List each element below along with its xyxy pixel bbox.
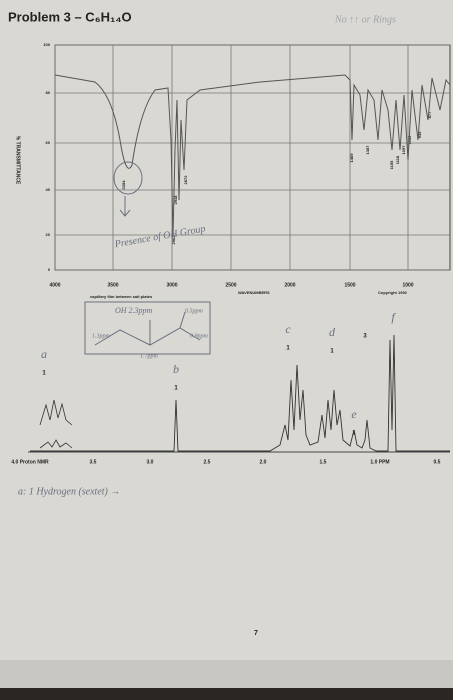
integral: 3 [363,334,367,340]
x-tick-label: 1000 [402,282,413,288]
peak-label: 2872 [183,175,188,185]
paper-edge [0,660,453,688]
circle-mark [113,161,143,195]
peak-letter: a [41,347,47,361]
peak-label: 2918 [173,195,178,205]
x-tick-label: 4.0 Proton NMR [11,459,49,465]
x-tick-label: 1.5 [320,459,327,465]
peak-label: 1387 [365,145,370,155]
peak-letter: d [329,325,336,339]
x-tick-label: 4000 [49,282,60,288]
x-tick-label: 3.5 [90,459,97,465]
copyright: Copyright 1992 [378,290,408,295]
x-tick-label: 2000 [284,282,295,288]
integral: 1 [174,386,178,392]
y-tick-label: 40 [46,187,51,192]
structure: OH 2.3ppm 0.5ppm 1.3ppm 0.9ppm 1.7ppm [84,301,211,359]
title: Problem 3 – C₆H₁₄O [8,9,132,24]
y-tick-label: 20 [46,232,51,237]
y-tick-label: 0 [48,267,51,272]
nmr-small-peak [39,439,73,449]
integral: 1 [42,371,46,377]
sample-note: capillary film between salt plates [90,294,153,299]
x-tick-label: 1.0 PPM [370,459,389,465]
peak-label: 1118 [395,155,400,164]
nmr-spectrum: 4.0 Proton NMR 3.5 3.0 2.5 2.0 1.5 1.0 PPM 0.5 a… [11,310,450,497]
structure-label: 0.9ppm [190,333,209,339]
peak-letter: e [351,407,357,421]
x-axis-label: WAVENUMBERS [238,290,270,295]
structure-label: 1.7ppm [140,353,159,359]
structure-box [84,301,211,355]
skeleton [94,311,201,346]
y-tick-label: 60 [46,140,51,145]
x-tick-label: 1500 [344,282,355,288]
x-tick-label: 3.0 [147,459,154,465]
nmr-inset [39,399,73,426]
peak-label: 1097 [401,145,406,155]
x-tick-label: 2500 [225,282,236,288]
peak-label: 1469 [349,153,354,163]
note: No ↑↑ or Rings [334,14,396,25]
structure-label: 1.3ppm [92,333,111,339]
peak-label: 1155 [389,160,394,169]
y-tick-label: 100 [43,42,50,47]
x-tick-label: 2.5 [204,459,211,465]
x-tick-label: 3500 [107,282,118,288]
structure-label: 0.5ppm [185,308,204,314]
peak-label: 935 [417,131,422,138]
peak-letter: f [391,310,396,324]
answer-line: a: 1 Hydrogen (sextet) → [18,486,120,497]
page-number: 7 [254,630,258,637]
arrow [119,196,131,217]
peak-label: 877 [427,111,432,118]
structure-label: OH 2.3ppm [115,306,153,315]
peak-label: 3354 [121,180,126,190]
x-tick-label: 3000 [166,282,177,288]
peak-letter: c [285,322,291,336]
x-tick-label: 0.5 [434,459,441,465]
peak-letter: b [173,362,179,376]
y-axis-label: % TRANSMITTANCE [15,136,21,185]
peak-label: 2962 [171,235,176,245]
nmr-curve [30,334,450,452]
integral: 1 [286,346,290,352]
integral: 1 [352,431,356,437]
integral: 1 [330,349,334,355]
ir-curve [54,74,451,237]
y-tick-label: 80 [46,90,51,95]
x-tick-label: 2.0 [260,459,267,465]
